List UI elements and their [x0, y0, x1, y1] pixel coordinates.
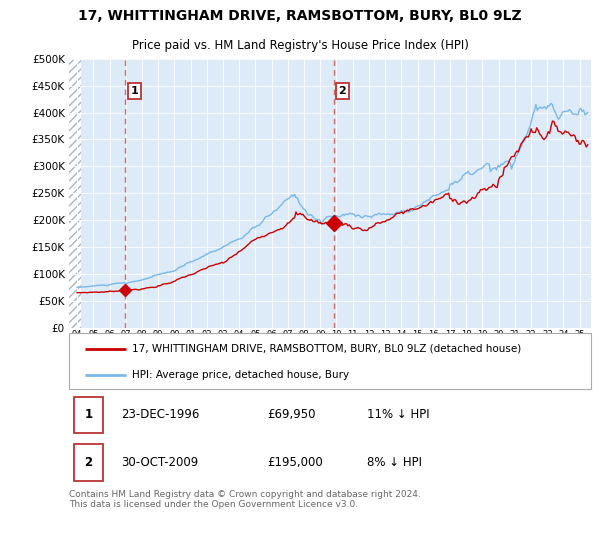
Text: 23-DEC-1996: 23-DEC-1996 [121, 408, 200, 421]
Text: 8% ↓ HPI: 8% ↓ HPI [367, 456, 422, 469]
Text: 2: 2 [338, 86, 346, 96]
Text: 2: 2 [85, 456, 92, 469]
Text: 17, WHITTINGHAM DRIVE, RAMSBOTTOM, BURY, BL0 9LZ: 17, WHITTINGHAM DRIVE, RAMSBOTTOM, BURY,… [78, 10, 522, 24]
Text: 1: 1 [130, 86, 138, 96]
Text: 1: 1 [85, 408, 92, 421]
Text: 11% ↓ HPI: 11% ↓ HPI [367, 408, 429, 421]
FancyBboxPatch shape [74, 445, 103, 480]
Text: HPI: Average price, detached house, Bury: HPI: Average price, detached house, Bury [131, 370, 349, 380]
Text: 30-OCT-2009: 30-OCT-2009 [121, 456, 199, 469]
Text: 17, WHITTINGHAM DRIVE, RAMSBOTTOM, BURY, BL0 9LZ (detached house): 17, WHITTINGHAM DRIVE, RAMSBOTTOM, BURY,… [131, 344, 521, 354]
Text: Contains HM Land Registry data © Crown copyright and database right 2024.
This d: Contains HM Land Registry data © Crown c… [69, 490, 421, 510]
Text: £69,950: £69,950 [268, 408, 316, 421]
Text: Price paid vs. HM Land Registry's House Price Index (HPI): Price paid vs. HM Land Registry's House … [131, 39, 469, 53]
Text: £195,000: £195,000 [268, 456, 323, 469]
FancyBboxPatch shape [74, 396, 103, 433]
